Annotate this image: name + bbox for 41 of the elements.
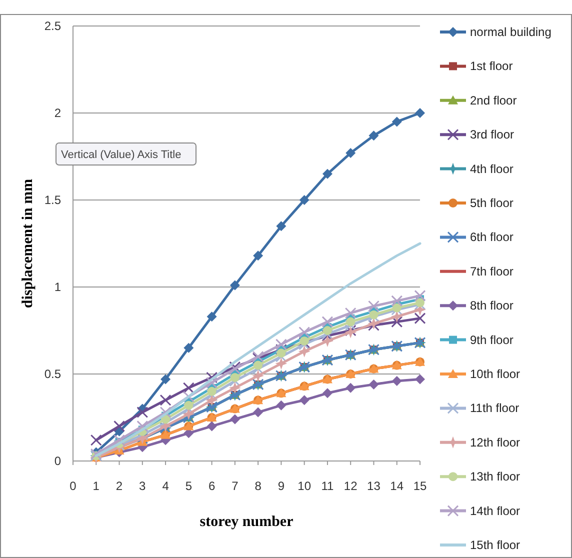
- legend-label: 2nd floor: [470, 93, 517, 108]
- legend-label: 9th floor: [470, 332, 514, 347]
- legend-label: 6th floor: [470, 230, 514, 244]
- x-tick-label: 3: [139, 479, 146, 493]
- x-tick-label: 9: [278, 479, 285, 493]
- x-tick-label: 0: [70, 479, 77, 493]
- legend-label: 4th floor: [470, 162, 514, 176]
- legend-label: 13th floor: [470, 470, 520, 484]
- legend-label: 8th floor: [470, 298, 514, 313]
- x-tick-label: 2: [116, 479, 123, 493]
- x-tick-label: 7: [232, 479, 239, 493]
- x-axis-title: storey number: [200, 514, 294, 530]
- y-axis-title: displacement in mm: [20, 178, 36, 308]
- x-tick-label: 11: [321, 479, 334, 493]
- legend-label: 11th floor: [470, 401, 520, 416]
- legend-label: 14th floor: [470, 504, 520, 518]
- y-tick-label: 1: [54, 280, 62, 294]
- x-tick-label: 12: [344, 479, 358, 493]
- x-tick-label: 5: [185, 479, 192, 493]
- legend-label: 3rd floor: [470, 128, 514, 142]
- x-tick-label: 15: [413, 479, 427, 493]
- legend-label: normal building: [470, 25, 552, 39]
- x-tick-label: 4: [162, 479, 170, 493]
- y-tick-label: 1.5: [44, 193, 62, 207]
- legend-label: 7th floor: [470, 264, 514, 278]
- x-tick-label: 6: [208, 479, 216, 493]
- legend-label: 15th floor: [470, 538, 520, 552]
- y-tick-label: 2.5: [44, 19, 62, 33]
- x-tick-label: 1: [92, 479, 100, 493]
- legend-label: 1st floor: [470, 59, 513, 74]
- x-tick-label: 14: [390, 479, 404, 493]
- legend-label: 12th floor: [470, 435, 520, 450]
- x-tick-label: 10: [298, 479, 312, 493]
- x-tick-label: 8: [254, 479, 262, 493]
- legend-label: 10th floor: [470, 367, 520, 381]
- y-tick-label: 2: [54, 106, 62, 120]
- annotation: Vertical (Value) Axis Title: [61, 149, 182, 161]
- y-tick-label: 0: [54, 454, 62, 468]
- y-tick-label: 0.5: [44, 367, 62, 381]
- x-tick-label: 13: [367, 479, 381, 493]
- legend-label: 5th floor: [470, 196, 514, 210]
